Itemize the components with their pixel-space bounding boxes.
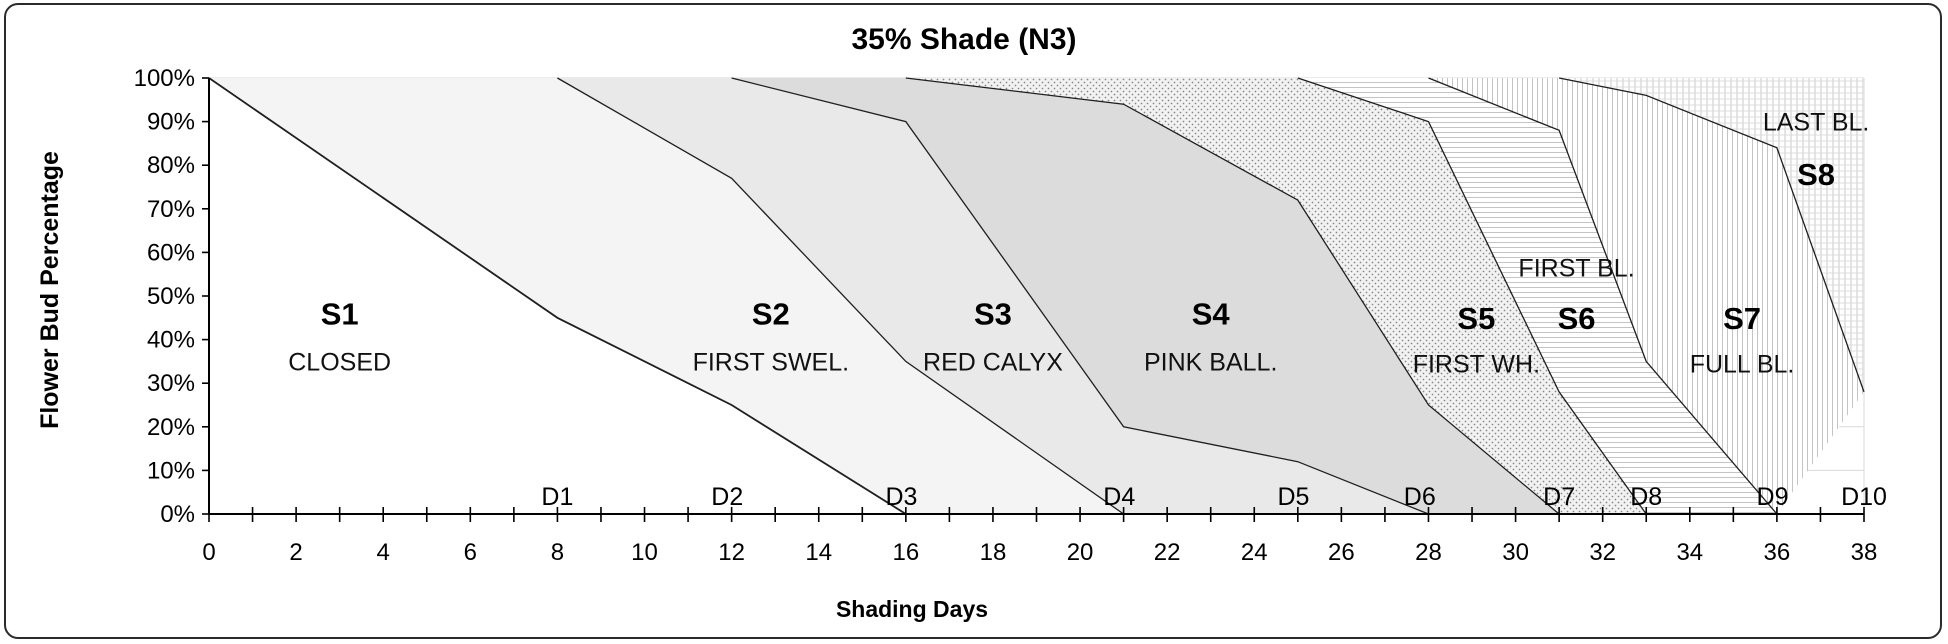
day-marker-label: D3	[886, 483, 918, 511]
boundary-line-3	[731, 77, 1429, 515]
x-tick-label: 8	[551, 539, 564, 566]
x-tick-label: 6	[464, 539, 477, 566]
boundary-line-2	[557, 77, 1124, 515]
stage-labels: D1 D2 D3 D4 D5 D6 D7 D8 D9 D10 S1 CLOSED S2 FIRST SWE…	[288, 109, 1887, 511]
x-tick-label: 38	[1851, 539, 1878, 566]
y-tick-label: 40%	[147, 327, 195, 354]
stage-region-8	[1559, 78, 1864, 392]
x-tick-label: 24	[1241, 539, 1268, 566]
y-tick-label: 60%	[147, 239, 195, 266]
x-tick-label: 36	[1764, 539, 1791, 566]
stage-region-7	[1428, 78, 1864, 514]
x-tick-label: 28	[1415, 539, 1442, 566]
stage-name-label: FIRST WH.	[1413, 351, 1540, 379]
x-tick-label: 4	[377, 539, 390, 566]
day-marker-label: D9	[1757, 483, 1789, 511]
stage-code-label: S5	[1457, 301, 1495, 336]
y-tick-label: 0%	[160, 501, 195, 528]
stage-code-label: S7	[1723, 301, 1761, 336]
day-marker-label: D8	[1630, 483, 1662, 511]
stage-areas	[209, 78, 1864, 514]
x-tick-label: 34	[1676, 539, 1703, 566]
stage-name-label: LAST BL.	[1763, 109, 1870, 137]
stage-boundary-lines	[208, 77, 1865, 515]
y-tick-label: 70%	[147, 196, 195, 223]
stage-code-label: S6	[1558, 301, 1596, 336]
y-tick-label: 100%	[134, 65, 195, 92]
boundary-line-6	[1428, 77, 1778, 515]
x-axis-title: Shading Days	[836, 596, 988, 622]
stage-name-label: PINK BALL.	[1144, 348, 1277, 376]
day-marker-label: D10	[1841, 483, 1887, 511]
stage-code-label: S3	[974, 296, 1012, 331]
x-tick-label: 32	[1589, 539, 1616, 566]
boundary-line-7	[1558, 77, 1865, 393]
x-tick-label: 22	[1154, 539, 1181, 566]
x-tick-label: 10	[631, 539, 658, 566]
y-tick-label: 20%	[147, 414, 195, 441]
y-tick-label: 80%	[147, 152, 195, 179]
stage-code-label: S4	[1192, 296, 1231, 331]
boundary-line-4	[905, 77, 1560, 515]
day-marker-label: D6	[1404, 483, 1436, 511]
x-tick-label: 30	[1502, 539, 1529, 566]
stage-code-label: S2	[752, 296, 790, 331]
x-tick-label: 14	[805, 539, 832, 566]
y-axis-title: Flower Bud Percentage	[36, 151, 64, 429]
stage-code-label: S1	[321, 296, 359, 331]
stage-region-5	[905, 78, 1647, 514]
day-marker-label: D7	[1543, 483, 1575, 511]
day-marker-label: D4	[1103, 483, 1135, 511]
stage-name-label: FULL BL.	[1690, 351, 1795, 379]
boundary-line-5	[1297, 77, 1647, 515]
day-marker-label: D2	[711, 483, 743, 511]
x-tick-label: 20	[1067, 539, 1094, 566]
x-tick-label: 16	[892, 539, 919, 566]
stage-name-label: FIRST BL.	[1518, 255, 1634, 283]
day-marker-label: D5	[1277, 483, 1309, 511]
y-tick-label: 50%	[147, 283, 195, 310]
stage-region-6	[1297, 78, 1777, 514]
stage-region-2	[209, 78, 1124, 514]
x-tick-label: 0	[202, 539, 215, 566]
boundary-line-1	[208, 77, 907, 515]
x-tick-label: 2	[289, 539, 302, 566]
y-tick-label: 30%	[147, 370, 195, 397]
chart-title: 35% Shade (N3)	[851, 23, 1076, 56]
stage-name-label: CLOSED	[288, 348, 391, 376]
stage-name-label: FIRST SWEL.	[693, 348, 850, 376]
y-tick-label: 10%	[147, 457, 195, 484]
axes: 0 2 4 6 8 10 12 14 16 18 20 22 24 26 28 30 32 34 36 380%10%…	[134, 65, 1878, 566]
day-marker-label: D1	[541, 483, 573, 511]
x-tick-label: 18	[980, 539, 1007, 566]
x-tick-label: 12	[718, 539, 745, 566]
y-tick-label: 90%	[147, 109, 195, 136]
stage-code-label: S8	[1797, 157, 1835, 192]
x-tick-label: 26	[1328, 539, 1355, 566]
stage-region-3	[557, 78, 1429, 514]
stage-name-label: RED CALYX	[923, 348, 1063, 376]
stage-region-4	[731, 78, 1560, 514]
